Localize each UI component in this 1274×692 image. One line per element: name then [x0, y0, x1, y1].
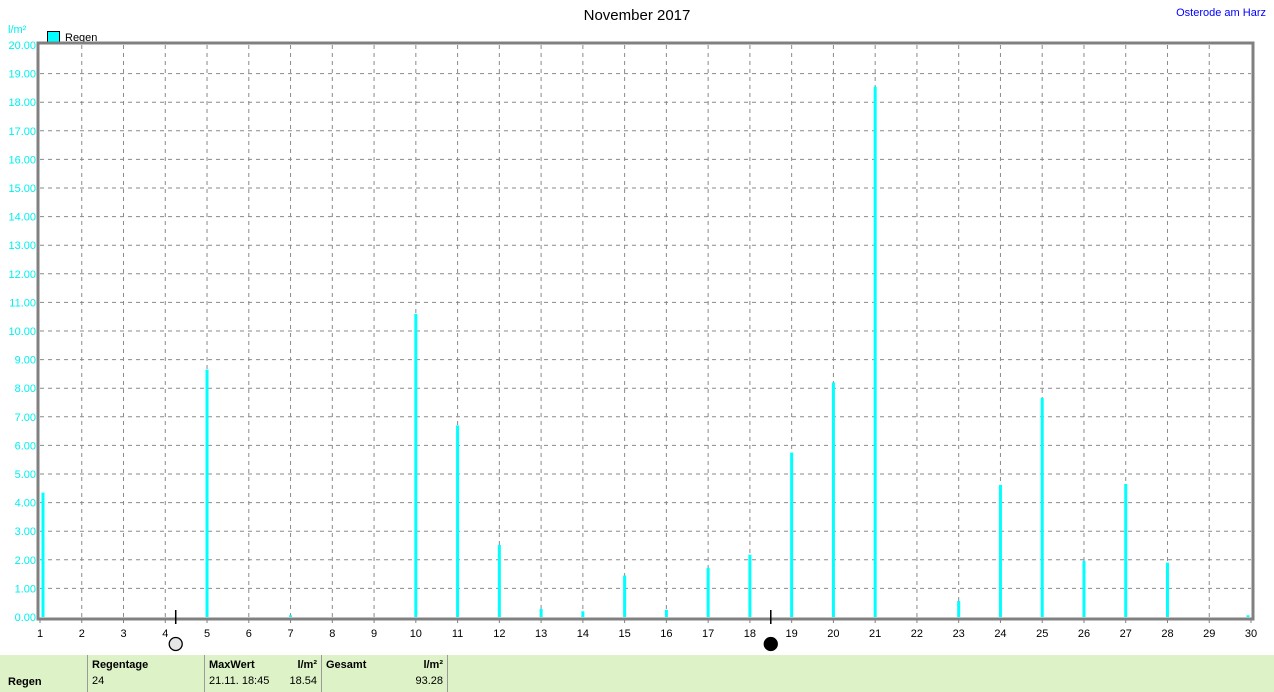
- rain-chart: 0.00 1.00 2.00 3.00 4.00 5.00 6.00 7.00 8.00 9.00…: [8, 40, 1257, 652]
- svg-text:6.00: 6.00: [15, 440, 36, 452]
- svg-text:10: 10: [410, 628, 422, 640]
- svg-text:2: 2: [79, 628, 85, 640]
- svg-text:27: 27: [1120, 628, 1132, 640]
- svg-text:16.00: 16.00: [8, 154, 36, 166]
- svg-text:14.00: 14.00: [8, 212, 36, 224]
- rain-bar-day-1: [41, 492, 45, 617]
- chart-legend: Regen: [47, 31, 97, 44]
- rain-bar-day-25: [1040, 397, 1044, 617]
- svg-text:15.00: 15.00: [8, 183, 36, 195]
- svg-text:4.00: 4.00: [15, 498, 36, 510]
- svg-text:17.00: 17.00: [8, 126, 36, 138]
- svg-text:24: 24: [994, 628, 1006, 640]
- svg-text:8: 8: [329, 628, 335, 640]
- svg-text:7: 7: [287, 628, 293, 640]
- svg-text:19: 19: [786, 628, 798, 640]
- svg-text:10.00: 10.00: [8, 326, 36, 338]
- svg-text:0.00: 0.00: [15, 612, 36, 624]
- summary-table: Regen Regentage 24 MaxWert l/m² 21.11. 1…: [0, 655, 1274, 692]
- moon-phase-open-circle: [168, 636, 183, 652]
- rain-bar-day-30: [1246, 615, 1250, 617]
- gesamt-value: 93.28: [415, 675, 443, 687]
- svg-text:22: 22: [911, 628, 923, 640]
- svg-text:15: 15: [618, 628, 630, 640]
- svg-text:5: 5: [204, 628, 210, 640]
- summary-row-label: Regen: [0, 655, 88, 692]
- maxwert-datetime: 21.11. 18:45: [209, 675, 270, 687]
- regentage-value: 24: [92, 675, 105, 687]
- svg-text:13: 13: [535, 628, 547, 640]
- svg-text:28: 28: [1161, 628, 1173, 640]
- svg-text:11.00: 11.00: [9, 297, 36, 309]
- svg-text:3.00: 3.00: [15, 526, 36, 538]
- rain-bar-day-14: [581, 611, 585, 617]
- svg-text:13.00: 13.00: [8, 240, 36, 252]
- svg-text:12.00: 12.00: [8, 269, 36, 281]
- station-link[interactable]: Osterode am Harz: [1176, 7, 1266, 19]
- svg-text:1: 1: [37, 628, 43, 640]
- svg-text:1.00: 1.00: [15, 583, 36, 595]
- rain-bar-day-16: [664, 609, 668, 617]
- svg-text:19.00: 19.00: [8, 69, 36, 81]
- svg-text:2.00: 2.00: [15, 555, 36, 567]
- rain-bar-day-23: [957, 600, 961, 617]
- summary-gesamt: Gesamt l/m² 93.28: [322, 655, 448, 692]
- svg-text:26: 26: [1078, 628, 1090, 640]
- svg-text:16: 16: [660, 628, 672, 640]
- svg-text:3: 3: [120, 628, 126, 640]
- svg-text:9: 9: [371, 628, 377, 640]
- regentage-header: Regentage: [92, 659, 149, 671]
- rain-bar-day-26: [1082, 560, 1086, 617]
- svg-text:25: 25: [1036, 628, 1048, 640]
- svg-text:4: 4: [162, 628, 168, 640]
- svg-text:12: 12: [493, 628, 505, 640]
- rain-bar-day-28: [1165, 562, 1169, 617]
- svg-text:20: 20: [827, 628, 839, 640]
- rain-bar-day-15: [623, 575, 627, 617]
- gesamt-header: Gesamt: [326, 659, 367, 671]
- svg-text:20.00: 20.00: [8, 40, 36, 52]
- rain-bar-day-18: [748, 554, 752, 617]
- rain-bar-day-13: [539, 608, 543, 617]
- summary-table-empty: [448, 655, 1274, 692]
- moon-phase-filled-circle: [763, 636, 778, 652]
- svg-text:29: 29: [1203, 628, 1215, 640]
- svg-text:11: 11: [452, 628, 463, 640]
- y-axis-unit-label: l/m²: [8, 24, 27, 36]
- svg-text:9.00: 9.00: [15, 355, 36, 367]
- svg-text:8.00: 8.00: [15, 383, 36, 395]
- maxwert-value: 18.54: [289, 675, 317, 687]
- legend-label: Regen: [65, 31, 98, 44]
- rain-bar-day-11: [456, 425, 460, 617]
- maxwert-unit: l/m²: [297, 659, 317, 671]
- rain-bar-day-10: [414, 313, 418, 617]
- rain-bar-day-21: [873, 86, 877, 618]
- svg-text:6: 6: [246, 628, 252, 640]
- rain-bar-day-17: [706, 567, 710, 617]
- svg-text:14: 14: [577, 628, 589, 640]
- summary-maxwert: MaxWert l/m² 21.11. 18:45 18.54: [205, 655, 322, 692]
- svg-text:5.00: 5.00: [15, 469, 36, 481]
- rain-bar-day-19: [790, 452, 794, 617]
- rain-bar-day-7: [289, 615, 293, 617]
- svg-text:21: 21: [869, 628, 881, 640]
- summary-regentage: Regentage 24: [88, 655, 205, 692]
- svg-text:17: 17: [702, 628, 714, 640]
- maxwert-header: MaxWert: [209, 659, 255, 671]
- svg-text:7.00: 7.00: [15, 412, 36, 424]
- gesamt-unit: l/m²: [423, 659, 443, 671]
- svg-text:23: 23: [953, 628, 965, 640]
- svg-text:30: 30: [1245, 628, 1257, 640]
- rain-bar-day-24: [998, 484, 1002, 617]
- page-title: November 2017: [583, 7, 691, 24]
- svg-text:18.00: 18.00: [8, 97, 36, 109]
- rain-bar-day-5: [205, 369, 209, 617]
- rain-bar-day-20: [831, 382, 835, 617]
- rain-bar-day-12: [497, 544, 501, 617]
- rain-bar-day-27: [1124, 484, 1128, 617]
- svg-text:18: 18: [744, 628, 756, 640]
